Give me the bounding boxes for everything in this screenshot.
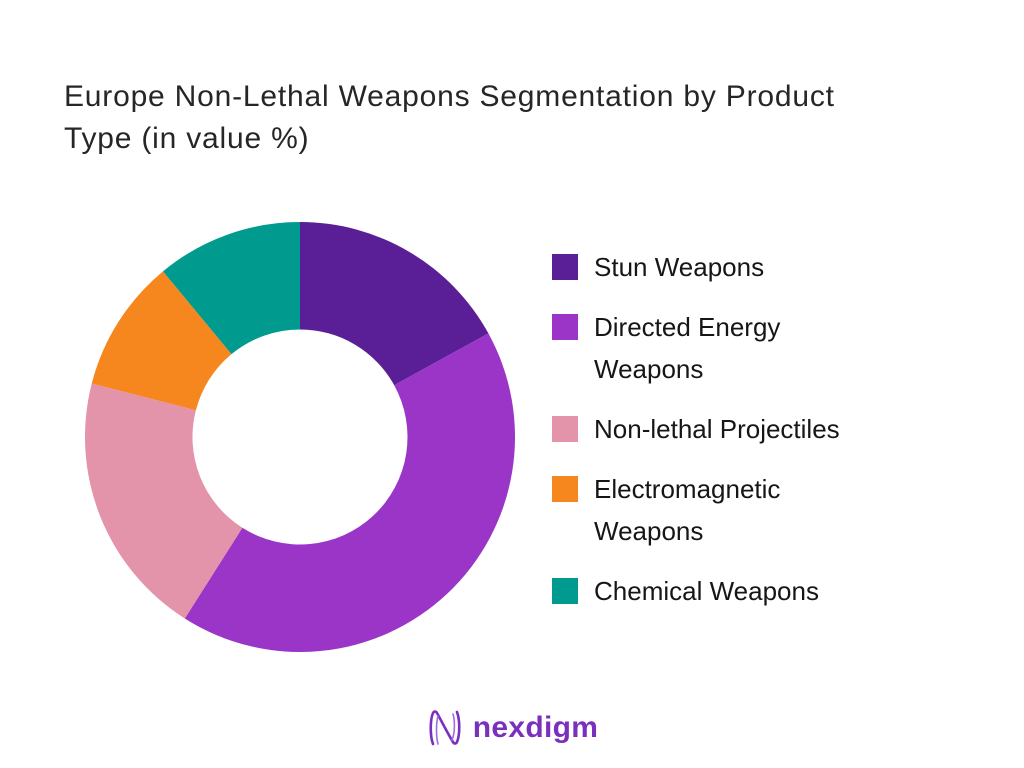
legend-item: Electromagnetic Weapons — [552, 468, 892, 552]
legend-item: Non-lethal Projectiles — [552, 408, 892, 450]
legend-swatch — [552, 314, 578, 340]
legend-swatch — [552, 254, 578, 280]
legend-label: Stun Weapons — [594, 252, 765, 282]
legend-swatch — [552, 416, 578, 442]
donut-segment-non-lethal-projectiles — [85, 383, 243, 619]
brand-footer: nexdigm — [0, 708, 1024, 748]
legend-item: Stun Weapons — [552, 246, 892, 288]
chart-legend: Stun Weapons Directed Energy Weapons Non-l… — [552, 246, 892, 630]
legend-label: Electromagnetic Weapons — [594, 474, 781, 546]
legend-swatch — [552, 476, 578, 502]
legend-item: Chemical Weapons — [552, 570, 892, 612]
donut-segment-directed-energy-weapons — [184, 333, 515, 652]
donut-chart-svg — [85, 222, 515, 652]
donut-segment-stun-weapons — [300, 222, 489, 386]
donut-segment-electromagnetic-weapons — [91, 271, 232, 411]
legend-item: Directed Energy Weapons — [552, 306, 892, 390]
legend-label: Chemical Weapons — [594, 576, 819, 606]
legend-label: Non-lethal Projectiles — [594, 414, 840, 444]
chart-title-line-1: Europe Non-Lethal Weapons Segmentation b… — [64, 80, 835, 113]
legend-label: Directed Energy Weapons — [594, 312, 781, 384]
donut-chart — [85, 222, 515, 652]
chart-title-line-2: Type (in value %) — [64, 122, 310, 155]
donut-segment-chemical-weapons — [162, 222, 300, 355]
legend-swatch — [552, 578, 578, 604]
chart-title: Europe Non-Lethal Weapons Segmentation b… — [64, 76, 994, 160]
nexdigm-logo-icon — [429, 710, 461, 746]
brand-name: nexdigm — [472, 711, 599, 744]
